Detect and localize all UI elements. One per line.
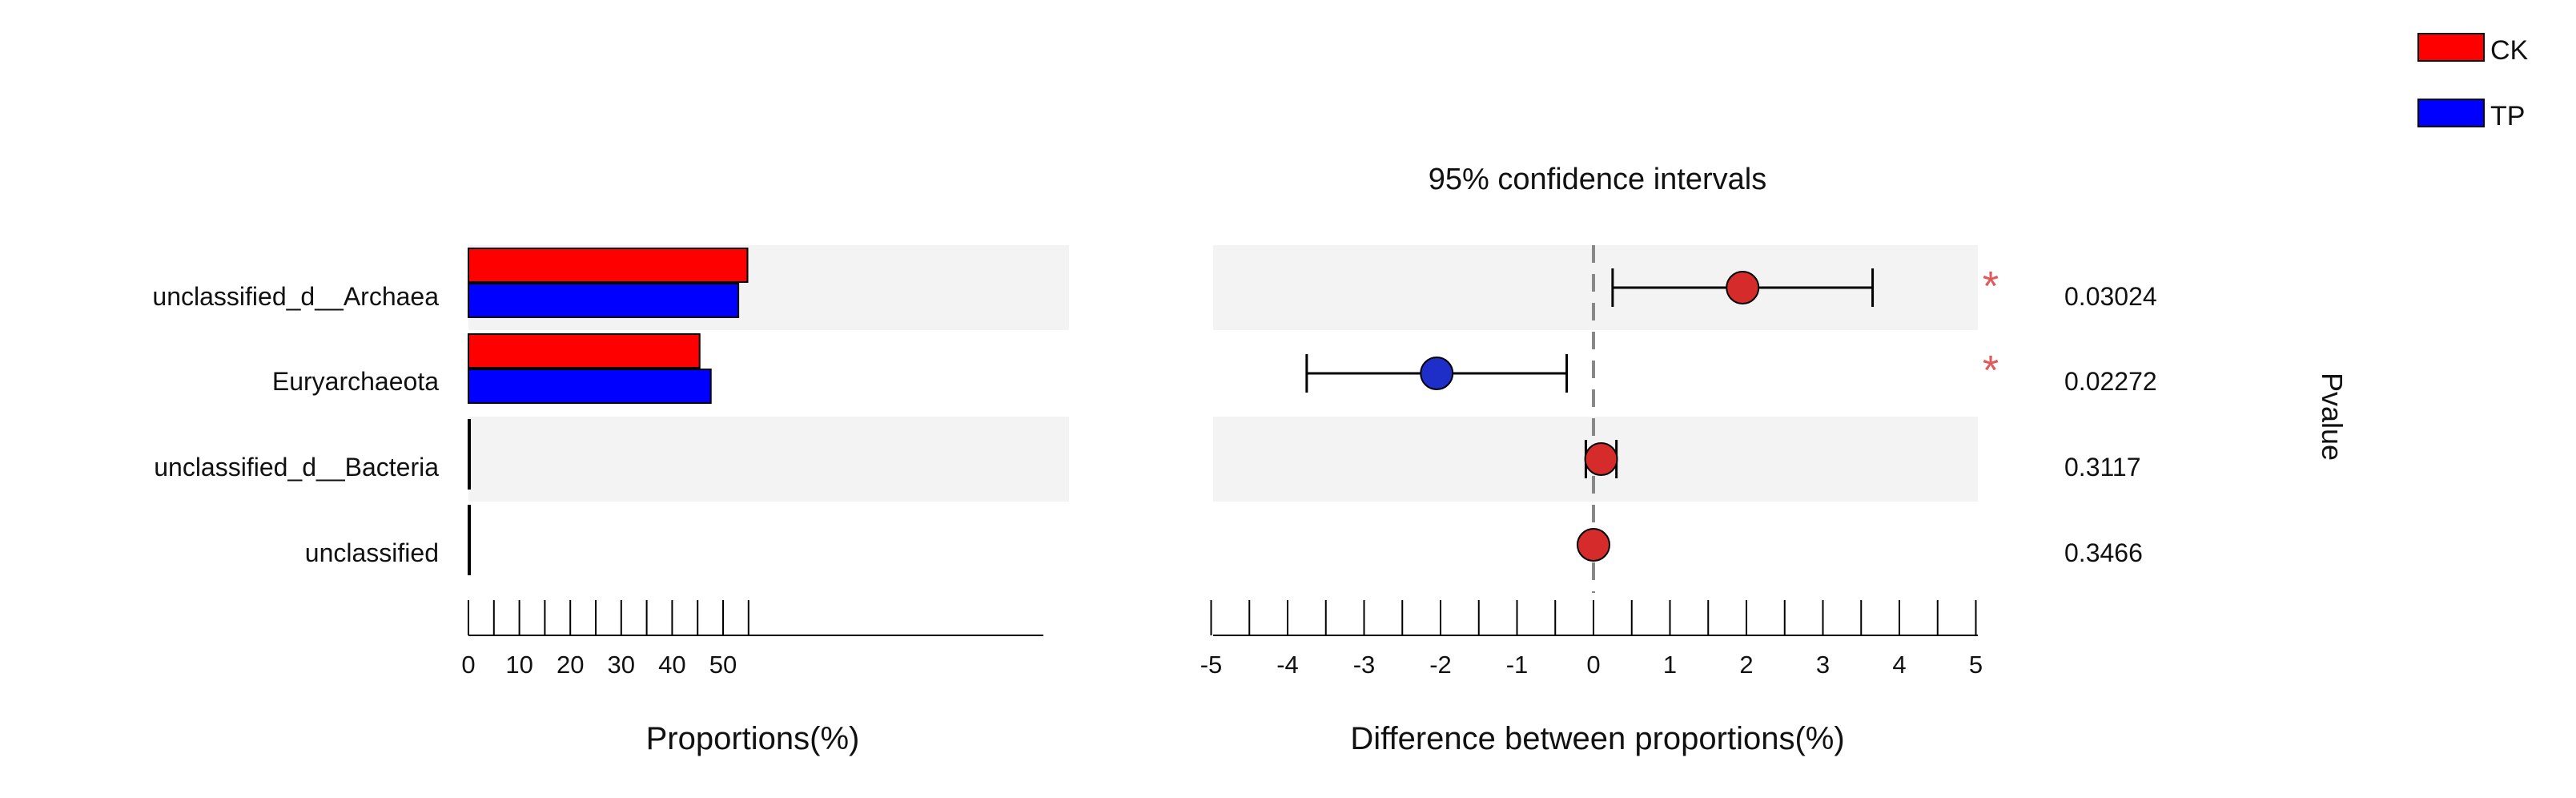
legend-swatch-ck	[2417, 33, 2485, 62]
difference-tick-label: -1	[1506, 651, 1529, 679]
pvalue-column: 0.03024 0.02272 0.3117 0.3466	[2064, 282, 2157, 567]
difference-axis: -5 -4 -3 -2 -1 0 1 2 3 4 5	[1200, 600, 1983, 679]
proportion-bars	[468, 248, 749, 575]
stripe-left-row-2	[468, 417, 1069, 502]
difference-axis-title: Difference between proportions(%)	[1350, 721, 1844, 756]
category-label: Euryarchaeota	[272, 367, 439, 396]
proportions-tick-label: 20	[557, 651, 584, 679]
difference-tick-label: -4	[1276, 651, 1299, 679]
legend-swatch-tp	[2417, 99, 2485, 127]
bar-tp-1	[468, 369, 712, 404]
pvalue-text: 0.3466	[2064, 538, 2143, 567]
difference-tick-label: 1	[1663, 651, 1677, 679]
difference-tick-label: 5	[1969, 651, 1983, 679]
proportions-tick-label: 50	[709, 651, 737, 679]
category-label: unclassified_d__Bacteria	[154, 453, 439, 482]
bar-ck-0	[468, 248, 749, 283]
difference-tick-label: -5	[1200, 651, 1223, 679]
category-label: unclassified_d__Archaea	[152, 282, 439, 311]
proportions-axis-title: Proportions(%)	[646, 721, 860, 756]
difference-tick-label: -2	[1429, 651, 1452, 679]
ci-point-2	[1584, 442, 1618, 476]
legend-label-ck: CK	[2490, 35, 2529, 66]
bar-ck-3	[468, 505, 471, 540]
pvalue-text: 0.03024	[2064, 282, 2157, 311]
pvalue-text: 0.02272	[2064, 367, 2157, 396]
difference-tick-label: -3	[1353, 651, 1376, 679]
legend-label-tp: TP	[2490, 101, 2525, 131]
significance-markers: * *	[1983, 264, 1999, 394]
significance-star: *	[1983, 348, 1999, 394]
category-label: unclassified	[305, 538, 439, 567]
category-labels: unclassified_d__Archaea Euryarchaeota un…	[152, 282, 439, 567]
ci-point-0	[1726, 271, 1760, 304]
difference-tick-label: 3	[1816, 651, 1830, 679]
proportions-axis: 0 10 20 30 40 50	[461, 600, 1043, 679]
confidence-interval-marks	[1305, 268, 1875, 562]
difference-tick-label: 0	[1586, 651, 1600, 679]
pvalue-text: 0.3117	[2064, 453, 2141, 482]
bar-ck-1	[468, 333, 701, 369]
legend: CK TP	[2417, 33, 2529, 131]
ci-title: 95% confidence intervals	[1429, 163, 1766, 196]
proportions-tick-label: 40	[658, 651, 685, 679]
ci-point-3	[1577, 528, 1610, 562]
proportions-tick-label: 0	[461, 651, 475, 679]
proportions-tick-label: 30	[608, 651, 635, 679]
difference-tick-label: 2	[1739, 651, 1753, 679]
bar-tp-2	[468, 454, 471, 490]
ci-point-1	[1420, 357, 1454, 390]
bar-tp-3	[468, 540, 471, 575]
bar-tp-0	[468, 283, 740, 318]
bar-ck-2	[468, 419, 471, 454]
proportions-tick-label: 10	[505, 651, 532, 679]
pvalue-axis-title: Pvalue	[2316, 373, 2349, 461]
significance-star: *	[1983, 264, 1999, 310]
difference-tick-label: 4	[1892, 651, 1906, 679]
